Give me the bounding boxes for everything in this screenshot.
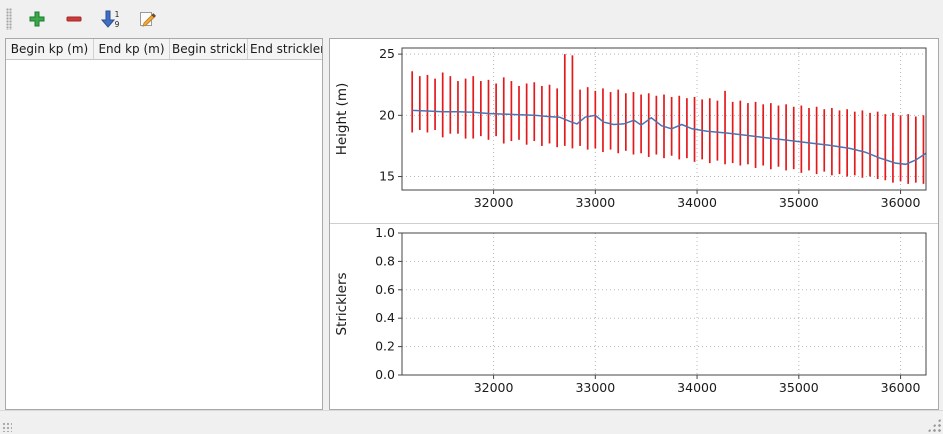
resize-grip-left[interactable] [2, 422, 12, 432]
svg-text:32000: 32000 [474, 195, 514, 210]
svg-text:32000: 32000 [474, 380, 514, 395]
charts-panel: 32000 33000 34000 35000 36000 15 20 25 Height (m… [329, 38, 939, 410]
sort-numeric-down-icon: 1 9 [101, 10, 120, 29]
svg-text:35000: 35000 [779, 195, 819, 210]
svg-text:25: 25 [379, 46, 395, 61]
svg-text:36000: 36000 [881, 380, 921, 395]
column-header[interactable]: Begin strickler [170, 39, 248, 59]
column-header[interactable]: End strickler [250, 42, 322, 56]
stricklers-chart-canvas: 32000 33000 34000 35000 36000 0.0 0.2 0.4 0.6 0.8… [334, 225, 927, 395]
svg-text:0.4: 0.4 [375, 310, 395, 325]
plus-icon [29, 11, 45, 27]
kp-strickler-table: Begin kp (m)End kp (m)Begin stricklerEnd… [5, 38, 323, 410]
toolbar-drag-handle[interactable] [6, 8, 12, 30]
pencil-icon [140, 12, 156, 27]
stricklers-chart: 32000 33000 34000 35000 36000 0.0 0.2 0.4 0.6 0.8… [330, 224, 938, 409]
table-body[interactable] [6, 60, 322, 409]
column-header[interactable]: Begin kp (m) [6, 39, 94, 59]
svg-text:Stricklers: Stricklers [334, 272, 350, 335]
status-bar [0, 410, 943, 434]
svg-text:34000: 34000 [677, 380, 717, 395]
sort-digit-top: 1 [115, 10, 120, 19]
sort-rows-button[interactable]: 1 9 [96, 5, 126, 33]
svg-text:20: 20 [379, 107, 395, 122]
svg-text:0.8: 0.8 [375, 253, 395, 268]
remove-row-button[interactable] [59, 5, 89, 33]
svg-text:0.2: 0.2 [375, 339, 395, 354]
edit-button[interactable] [133, 5, 163, 33]
column-header[interactable]: End kp (m) [94, 39, 170, 59]
svg-text:1.0: 1.0 [375, 225, 395, 240]
svg-text:0.0: 0.0 [375, 367, 395, 382]
svg-text:36000: 36000 [881, 195, 921, 210]
main-content: Begin kp (m)End kp (m)Begin stricklerEnd… [0, 38, 943, 410]
minus-icon [66, 16, 82, 22]
svg-text:35000: 35000 [779, 380, 819, 395]
svg-text:0.6: 0.6 [375, 282, 395, 297]
table-header: Begin kp (m)End kp (m)Begin stricklerEnd… [6, 39, 322, 60]
svg-text:Height (m): Height (m) [334, 83, 350, 156]
height-chart-canvas: 32000 33000 34000 35000 36000 15 20 25 Height (m… [334, 46, 927, 210]
svg-text:33000: 33000 [575, 380, 615, 395]
svg-text:15: 15 [379, 169, 395, 184]
svg-text:34000: 34000 [677, 195, 717, 210]
height-chart: 32000 33000 34000 35000 36000 15 20 25 Height (m… [330, 39, 938, 224]
resize-grip[interactable] [927, 418, 941, 432]
svg-text:33000: 33000 [575, 195, 615, 210]
sort-digit-bottom: 9 [115, 20, 120, 29]
add-row-button[interactable] [22, 5, 52, 33]
toolbar: 1 9 [0, 0, 943, 38]
